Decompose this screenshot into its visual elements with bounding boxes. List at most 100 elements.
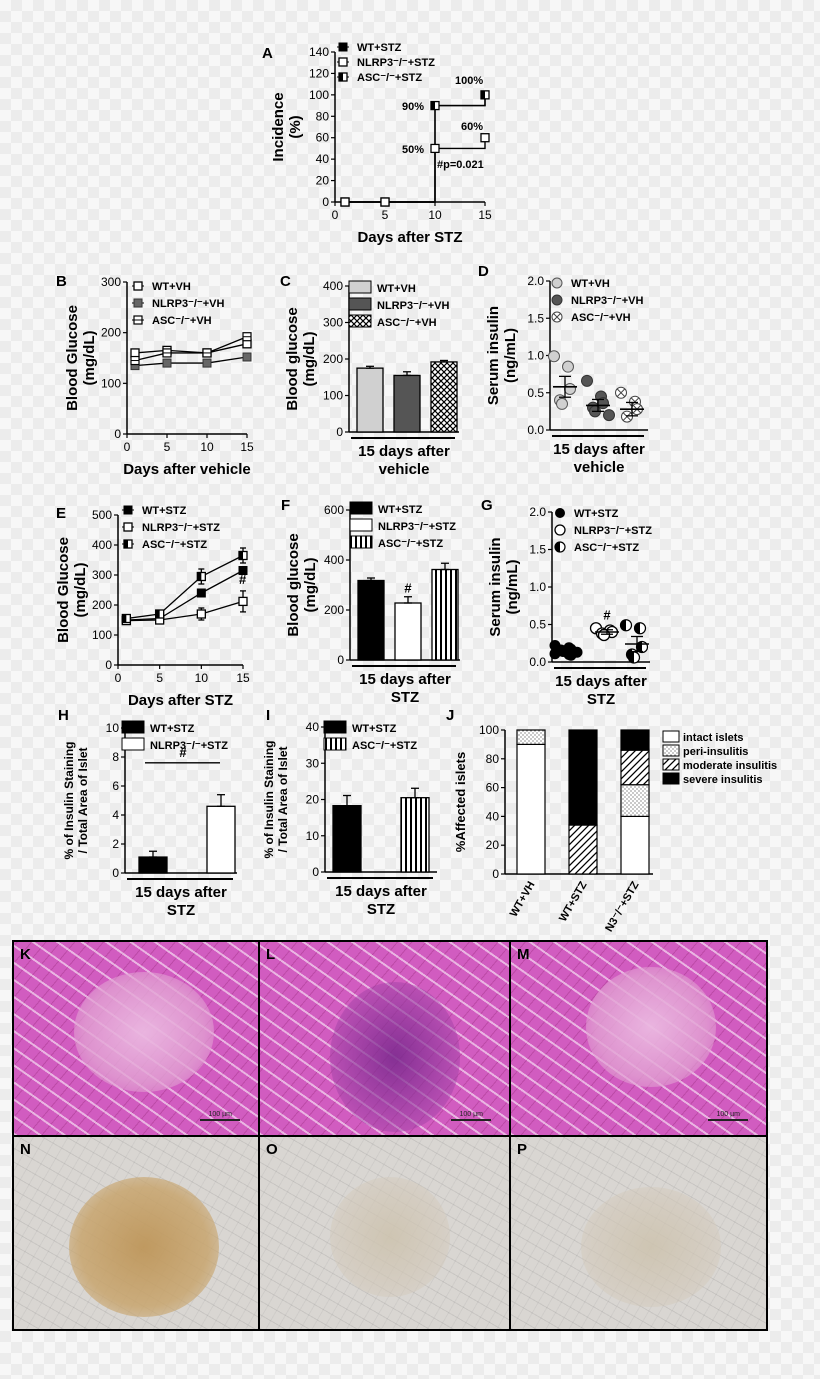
scale-bar xyxy=(708,1119,748,1121)
y-tick-label: 8 xyxy=(112,750,119,764)
legend-label: ASC⁻/⁻+STZ xyxy=(378,538,443,550)
legend-swatch xyxy=(348,297,372,311)
x-axis-label: Days after vehicle xyxy=(123,461,251,478)
y-tick-label: 500 xyxy=(92,508,112,522)
y-axis-label: Blood Glucose xyxy=(55,537,72,643)
panel-H: H 0 2 4 6 8 10 % of Insulin Staining / Total Are… xyxy=(58,707,237,919)
y-axis-label: Incidence xyxy=(270,92,287,161)
y-tick-label: 4 xyxy=(112,808,119,822)
y-tick-label: 100 xyxy=(309,88,329,102)
y-tick-label: 200 xyxy=(323,352,343,366)
data-point xyxy=(581,374,593,387)
legend-label: ASC⁻/⁻+STZ xyxy=(142,539,207,551)
legend-label: ASC⁻/⁻+STZ xyxy=(574,542,639,554)
panel-label: E xyxy=(56,505,66,522)
y-tick-label: 400 xyxy=(323,279,343,293)
data-label: 50% xyxy=(402,144,424,156)
y-tick-label: 100 xyxy=(101,376,121,390)
scale-bar-label: 100 µm xyxy=(716,1111,741,1118)
panel-label: K xyxy=(20,946,31,963)
data-point-mark xyxy=(616,388,626,397)
x-tick-label: 5 xyxy=(156,671,163,685)
islet-region xyxy=(69,1177,219,1317)
y-tick-label: 140 xyxy=(309,45,329,59)
legend-swatch xyxy=(121,737,145,751)
y-tick-label: 0 xyxy=(492,867,499,881)
legend-label: WT+STZ xyxy=(142,505,187,517)
islet-region xyxy=(330,982,460,1132)
y-tick-label: 100 xyxy=(323,389,343,403)
panel-I: I 0 10 20 30 40 % of Insulin Staining / Total A… xyxy=(262,707,437,918)
legend-label: NLRP3⁻/⁻+STZ xyxy=(150,740,228,752)
panel-label: H xyxy=(58,707,69,724)
data-point xyxy=(130,348,140,358)
data-point xyxy=(133,281,143,291)
data-point xyxy=(242,352,252,362)
x-tick-label: 0 xyxy=(124,440,131,454)
y-tick-label: 0.5 xyxy=(527,386,544,400)
y-tick-label: 0 xyxy=(322,195,329,209)
panel-F: F 0 200 400 600 Blood glucose (mg/dL) 15 days a… xyxy=(281,497,460,706)
data-point xyxy=(238,596,248,607)
bar xyxy=(332,805,362,873)
legend-label: WT+STZ xyxy=(574,508,619,520)
data-point xyxy=(549,648,561,660)
legend-label: moderate insulitis xyxy=(683,760,777,772)
y-axis-label: % of Insulin Staining xyxy=(262,741,276,859)
panel-label: A xyxy=(262,45,273,62)
legend-label: NLRP3⁻/⁻+VH xyxy=(377,300,449,312)
micrograph-M: M 100 µm xyxy=(509,940,768,1137)
x-tick-label: 10 xyxy=(200,440,214,454)
bar xyxy=(138,856,168,874)
data-point-mark xyxy=(555,542,560,552)
y-tick-label: 10 xyxy=(106,721,120,735)
bar xyxy=(431,568,459,661)
data-point xyxy=(556,397,568,410)
data-point xyxy=(340,197,350,207)
x-axis-label: 15 days after xyxy=(135,884,227,901)
data-point xyxy=(555,508,565,518)
data-point xyxy=(162,358,172,368)
y-tick-label: 40 xyxy=(306,720,320,734)
legend-label: NLRP3⁻/⁻+STZ xyxy=(378,521,456,533)
panel-label: F xyxy=(281,497,290,514)
data-point-mark xyxy=(239,551,243,560)
legend-label: peri-insulitis xyxy=(683,746,748,758)
data-label: 90% xyxy=(402,101,424,113)
legend-label: ASC⁻/⁻+STZ xyxy=(352,740,417,752)
data-point-mark xyxy=(197,572,202,581)
data-point-mark xyxy=(634,622,640,634)
data-point-mark xyxy=(339,73,343,81)
data-label: 100% xyxy=(455,75,483,87)
stat-annotation: # xyxy=(404,581,412,596)
x-axis-label: vehicle xyxy=(574,459,625,476)
panel-label: O xyxy=(266,1141,278,1158)
islet-region xyxy=(330,1177,450,1297)
data-point-mark xyxy=(628,652,634,663)
y-axis-label: Serum insulin xyxy=(487,537,504,636)
bar xyxy=(357,579,385,661)
data-point xyxy=(551,294,563,306)
scale-bar xyxy=(451,1119,491,1121)
micrograph-N: N xyxy=(12,1135,260,1331)
scale-bar-label: 100 µm xyxy=(208,1111,233,1118)
y-tick-label: 600 xyxy=(324,503,344,517)
data-point xyxy=(564,383,576,396)
y-axis-label: (mg/dL) xyxy=(302,558,319,613)
x-axis-label: Days after STZ xyxy=(128,692,233,709)
data-point xyxy=(196,609,206,619)
panel-label: P xyxy=(517,1141,528,1158)
islet-region xyxy=(74,972,214,1092)
y-axis-label: % of Insulin Staining xyxy=(62,742,76,860)
stat-annotation: # xyxy=(179,745,187,760)
scale-bar-label: 100 µm xyxy=(459,1111,484,1118)
y-tick-label: 400 xyxy=(92,538,112,552)
y-tick-label: 400 xyxy=(324,553,344,567)
panel-B: B 0 100 200 300 0 5 10 15 Blood Glucose (mg/dL) Day… xyxy=(56,273,254,478)
legend-label: WT+STZ xyxy=(150,723,195,735)
panel-label: G xyxy=(481,497,493,514)
data-point xyxy=(551,277,563,289)
y-tick-label: 2.0 xyxy=(527,274,544,288)
bar xyxy=(430,361,458,433)
